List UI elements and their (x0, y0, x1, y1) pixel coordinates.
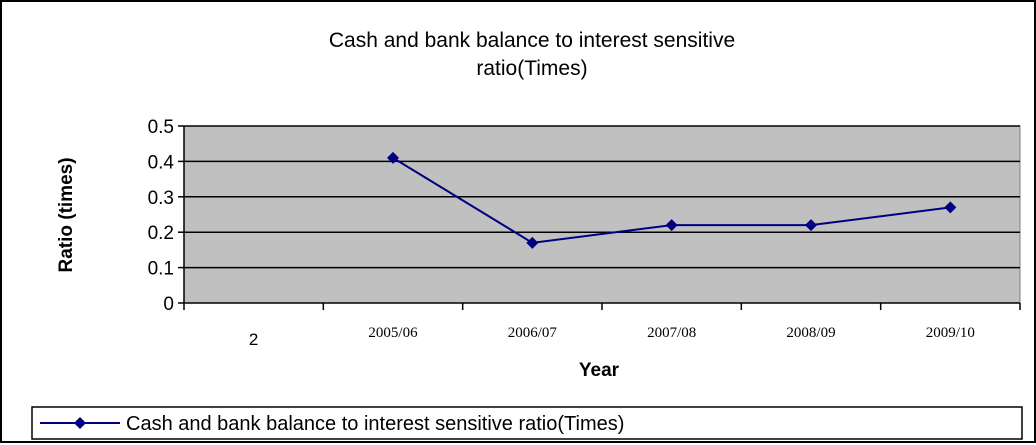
gridlines (184, 125, 1020, 269)
x-tick-label: 2008/09 (786, 325, 835, 341)
y-tick-label: 0 (163, 294, 174, 315)
y-tick-label: 0.2 (148, 223, 174, 244)
legend-entry-label: Cash and bank balance to interest sensit… (126, 413, 624, 435)
x-tick-label: 2005/06 (368, 325, 418, 341)
data-point-marker (526, 236, 539, 249)
x-axis-label: Year (579, 360, 620, 381)
series (387, 151, 957, 249)
data-point-marker (665, 219, 678, 232)
x-tick-label: 2 (249, 330, 258, 349)
chart-title-line-2: ratio(Times) (476, 57, 587, 80)
legend: Cash and bank balance to interest sensit… (31, 406, 1023, 440)
y-axis-label: Ratio (times) (56, 157, 77, 272)
y-tick-labels: 0 0.1 0.2 0.3 0.4 0.5 (148, 117, 175, 315)
x-tick-label: 2007/08 (647, 325, 696, 341)
chart-title-line-1: Cash and bank balance to interest sensit… (329, 29, 735, 52)
y-tick-label: 0.1 (148, 259, 174, 280)
legend-box (31, 406, 1023, 440)
data-point-marker (805, 219, 817, 232)
x-tick-label: 2009/10 (926, 325, 975, 341)
y-tick-label: 0.3 (148, 188, 174, 209)
data-point-marker (944, 201, 957, 214)
plot-area (183, 125, 1021, 304)
y-tick-label: 0.5 (148, 117, 174, 138)
x-tick-label: 2006/07 (508, 325, 558, 341)
axes (178, 125, 1021, 310)
y-tick-label: 0.4 (148, 152, 175, 173)
x-tick-labels: 2 2005/06 2006/07 2007/08 2008/09 2009/10 (249, 325, 975, 349)
legend-diamond-marker (74, 417, 86, 429)
data-point-marker (387, 151, 399, 164)
